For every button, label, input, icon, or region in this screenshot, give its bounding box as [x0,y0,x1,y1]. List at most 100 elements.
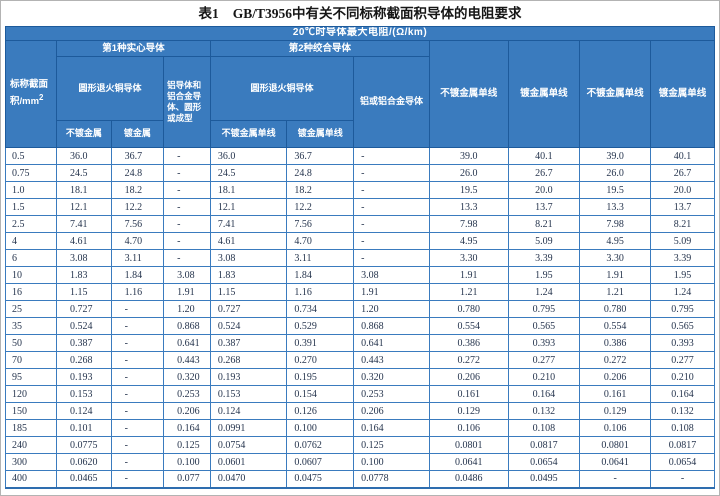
flexible-col-header-2: 镀金属单线 [507,40,581,148]
table-row: 120 0.153-0.253 0.153 0.154 0.253 0.161 0.164 0… [4,385,715,403]
resistance-value: - [163,147,211,165]
resistance-value: 0.554 [579,317,652,335]
nominal-area-value: 25 [4,300,58,318]
table-row: 6 3.08 3.11-3.08 3.11-3.30 3.39 3.30 3.39 [4,249,715,267]
resistance-value: - [110,334,165,352]
nominal-area-value: 400 [4,470,58,488]
resistance-value: 0.210 [650,368,715,386]
resistance-value: 0.387 [209,334,288,352]
resistance-value: 0.268 [56,351,112,369]
resistance-value: 0.0817 [507,436,581,454]
resistance-value: 0.206 [163,402,211,420]
resistance-value: 0.554 [428,317,509,335]
resistance-value: 1.15 [56,283,112,301]
stranded-plated-header: 镀金属单线 [286,120,355,148]
stranded-aluminum-header: 铝或铝合金导体 [353,56,430,148]
resistance-value: 7.41 [209,215,288,233]
resistance-value: 26.7 [507,164,581,182]
resistance-value: - [110,436,165,454]
resistance-value: 0.727 [56,300,112,318]
resistance-value: 7.98 [428,215,509,233]
resistance-value: 0.206 [428,368,509,386]
resistance-value: 0.270 [286,351,355,369]
resistance-value: 0.0762 [286,436,355,454]
resistance-value: 0.727 [209,300,288,318]
material-header-row: 圆形退火铜导体 铝导体和铝合金导体、圆形或成型 圆形退火铜导体 铝或铝合金导体 [6,56,715,148]
table-row: 50 0.387-0.641 0.387 0.391 0.641 0.386 0.393 0.… [4,334,715,352]
resistance-value: 1.91 [428,266,509,284]
resistance-value: 0.101 [56,419,112,437]
resistance-value: 0.272 [579,351,652,369]
solid-round-copper-header: 圆形退火铜导体 [56,56,165,121]
resistance-value: 4.95 [428,232,509,250]
nominal-area-value: 50 [4,334,58,352]
resistance-value: 1.16 [286,283,355,301]
table-row: 2.5 7.41 7.56-7.41 7.56-7.98 8.21 7.98 8.21 [4,215,715,233]
resistance-value: 1.16 [110,283,165,301]
resistance-value: 1.21 [579,283,652,301]
resistance-value: 0.0641 [428,453,509,471]
resistance-value: 0.443 [163,351,211,369]
resistance-value: 3.08 [56,249,112,267]
resistance-value: 20.0 [507,181,581,199]
nominal-area-value: 1.0 [4,181,58,199]
resistance-value: 0.0470 [209,470,288,488]
table-row: 0.5 36.0 36.7-36.0 36.7-39.0 40.1 39.0 40.1 [4,147,715,165]
table-row: 4 4.61 4.70-4.61 4.70-4.95 5.09 4.95 5.09 [4,232,715,250]
resistance-value: 3.11 [286,249,355,267]
resistance-value: 4.61 [56,232,112,250]
table-row: 150 0.124-0.206 0.124 0.126 0.206 0.129 0.132 0… [4,402,715,420]
stranded-round-copper-header: 圆形退火铜导体 [209,56,355,121]
resistance-value: - [110,470,165,488]
resistance-value: 36.0 [56,147,112,165]
resistance-value: 1.84 [286,266,355,284]
resistance-value: 5.09 [650,232,715,250]
flexible-col-header-4: 镀金属单线 [650,40,715,148]
resistance-value: 18.2 [110,181,165,199]
resistance-value: 0.164 [353,419,430,437]
table-row: 1.5 12.1 12.2-12.1 12.2-13.3 13.7 13.3 13.7 [4,198,715,216]
resistance-value: - [163,249,211,267]
nominal-area-value: 0.75 [4,164,58,182]
resistance-value: 4.70 [110,232,165,250]
resistance-value: 0.0475 [286,470,355,488]
resistance-value: 1.20 [353,300,430,318]
resistance-value: 0.272 [428,351,509,369]
nominal-area-value: 185 [4,419,58,437]
resistance-value: 0.780 [579,300,652,318]
resistance-value: 0.124 [209,402,288,420]
nominal-area-value: 35 [4,317,58,335]
resistance-value: 1.24 [650,283,715,301]
resistance-value: - [110,385,165,403]
resistance-value: - [353,198,430,216]
nominal-area-value: 16 [4,283,58,301]
stranded-group-header: 第2种绞合导体 [209,40,430,57]
resistance-value: 18.2 [286,181,355,199]
table-row: 25 0.727-1.20 0.727 0.734 1.20 0.780 0.795 0.78… [4,300,715,318]
resistance-value: 0.0641 [579,453,652,471]
resistance-value: 19.5 [428,181,509,199]
resistance-value: 18.1 [209,181,288,199]
resistance-value: 0.320 [163,368,211,386]
resistance-value: 7.98 [579,215,652,233]
resistance-value: 1.91 [579,266,652,284]
resistance-value: 13.7 [650,198,715,216]
table-row: 240 0.0775-0.125 0.0754 0.0762 0.125 0.0801 0.… [4,436,715,454]
resistance-value: - [110,300,165,318]
resistance-value: 0.393 [650,334,715,352]
resistance-value: 0.0620 [56,453,112,471]
table-row: 1.0 18.1 18.2-18.1 18.2-19.5 20.0 19.5 20.0 [4,181,715,199]
resistance-value: 20.0 [650,181,715,199]
resistance-value: 0.153 [209,385,288,403]
solid-unplated-header: 不镀金属 [56,120,112,148]
resistance-value: 1.83 [209,266,288,284]
resistance-value: 24.8 [110,164,165,182]
resistance-value: 7.56 [286,215,355,233]
resistance-value: 0.129 [428,402,509,420]
resistance-value: - [110,419,165,437]
resistance-value: 0.565 [507,317,581,335]
resistance-value: 4.61 [209,232,288,250]
nominal-area-value: 70 [4,351,58,369]
resistance-value: 18.1 [56,181,112,199]
